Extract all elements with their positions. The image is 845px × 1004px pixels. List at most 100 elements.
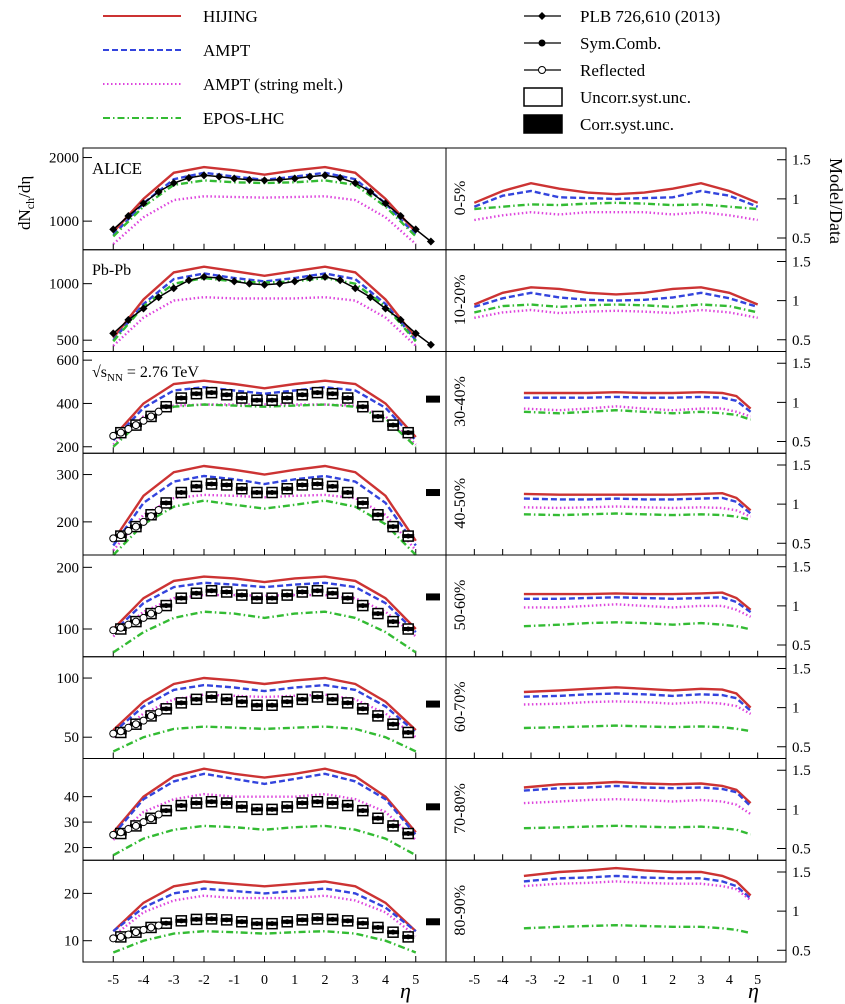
ratio-y-tick-label: 1.5 [792,865,811,881]
reflected-point [124,620,133,629]
data-point [239,919,245,925]
centrality-label: 80-90% [452,885,469,936]
data-point [321,171,329,180]
x-tick-label: 3 [698,973,705,988]
curve-epos [112,499,417,556]
energy-value: = 2.76 TeV [123,364,199,381]
data-point [124,212,133,221]
ratio-ampt_sm [474,210,758,222]
ratio-hijing [523,780,752,804]
data-point [396,212,405,221]
ratio-y-tick-label: 1 [792,599,800,615]
data-point [260,280,269,289]
data-point [336,173,345,182]
legend-marker-4 [523,114,563,134]
data-point [305,274,314,283]
y-tick-label: 400 [57,396,80,412]
legend-label-r1: Sym.Comb. [580,34,661,53]
x-tick-label: -5 [468,973,480,988]
left-ylabel-rest: /dη [15,176,34,198]
ratio-y-tick-label: 1 [792,802,800,818]
data-point [411,329,420,338]
ratio-hijing [523,390,752,410]
data-point [405,626,411,632]
reflected-point [154,506,163,515]
data-point [254,490,260,496]
ratio-epos [474,201,758,211]
ratio-hijing [523,686,752,709]
reflected-point [139,613,148,622]
data-point [305,172,314,181]
data-point [215,274,224,283]
data-point [209,390,215,396]
ratio-y-tick-label: 1.5 [792,356,811,372]
data-point [284,919,290,925]
data-point [345,918,351,924]
ratio-ampt [523,395,752,413]
x-tick-label: 5 [754,973,761,988]
legend-marker-3 [523,87,563,107]
y-tick-label: 2000 [49,151,79,167]
data-point [336,276,345,285]
ratio-y-tick-label: 1.5 [792,763,811,779]
centrality-label: 70-80% [452,783,469,834]
svg-text:√sNN = 2.76 TeV: √sNN = 2.76 TeV [92,364,199,384]
legend-label-r4: Corr.syst.unc. [580,115,674,134]
reflected-point [154,708,163,717]
ratio-epos [523,724,751,733]
panel-6: 20 30 40 0.5 1 1.5 70-80% [64,758,811,861]
data-point [193,916,199,922]
reflected-point [124,425,133,434]
curve-ampt [112,272,417,341]
x-tick-label: -1 [582,973,594,988]
reflected-point [131,421,140,430]
data-point [330,916,336,922]
reflected-point [124,930,133,939]
data-point [396,315,405,324]
reflected-point [139,517,148,526]
system-label: Pb-Pb [92,262,131,279]
ratio-epos [523,408,751,421]
curve-hijing [112,575,417,630]
data-point [163,808,169,814]
ratio-y-tick-label: 0.5 [792,638,811,654]
data-point [381,199,390,208]
data-point [200,171,208,180]
data-point [390,619,396,625]
reflected-point [124,723,133,732]
data-point [360,920,366,926]
curve-epos [112,610,417,654]
curve-hijing [112,464,417,542]
x-tick-label: 1 [641,973,648,988]
right-panel-frame [445,554,787,658]
data-point [390,721,396,727]
data-point [275,279,284,288]
ratio-y-tick-label: 1.5 [792,661,811,677]
data-point [345,595,351,601]
data-point [284,395,290,401]
data-point [239,592,245,598]
curve-ampt [112,772,417,836]
data-point [269,397,275,403]
ratio-hijing [473,181,759,204]
y-tick-label: 200 [57,560,80,576]
data-point [360,603,366,609]
left-panel-frame [82,249,447,352]
data-point [224,917,230,923]
data-point [330,696,336,702]
data-point [124,315,133,324]
data-point [330,391,336,397]
corr-syst-marker [426,593,440,601]
panel-4: 100 200 0.5 1 1.5 50-60% [57,554,811,658]
reflected-point [109,626,118,635]
reflected-point [139,925,148,934]
data-point [245,175,254,184]
right-panel-frame [445,758,787,861]
curve-ampt_sm [112,894,417,937]
ratio-y-tick-label: 0.5 [792,536,811,552]
curve-hijing [112,379,417,438]
data-point [351,178,360,187]
y-tick-label: 200 [57,440,80,456]
reflected-point [109,431,118,440]
